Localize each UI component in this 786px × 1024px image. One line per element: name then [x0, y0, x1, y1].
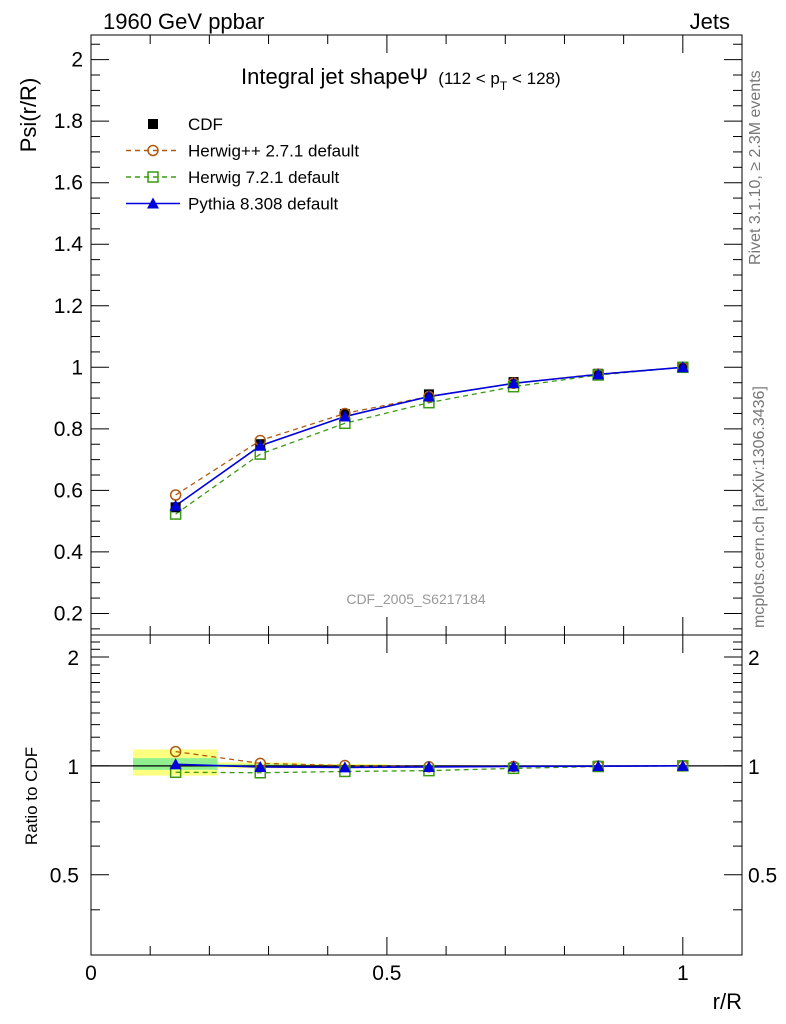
data-point	[169, 758, 182, 770]
data-point	[169, 499, 182, 511]
header-left-title: 1960 GeV ppbar	[103, 9, 264, 34]
data-point	[507, 760, 520, 772]
x-tick-label: 0.5	[372, 962, 401, 985]
legend-label: Pythia 8.308 default	[188, 195, 339, 214]
main-y-tick-label: 0.6	[54, 479, 83, 502]
legend-marker	[147, 171, 159, 183]
data-point	[254, 439, 267, 451]
data-point	[676, 361, 689, 373]
main-y-tick-label: 1.6	[54, 172, 83, 195]
ratio-y-axis-label: Ratio to CDF	[22, 747, 41, 845]
main-series-group	[169, 361, 689, 520]
data-point	[592, 760, 605, 772]
data-point	[338, 410, 351, 422]
ratio-y-tick-label: 2	[67, 647, 79, 670]
legend-label: CDF	[188, 115, 223, 134]
legend: CDF Herwig++ 2.7.1 default Herwig 7.2.1 de…	[126, 115, 359, 214]
legend-marker	[147, 197, 159, 209]
main-y-tick-label: 1.2	[54, 295, 83, 318]
legend-label: Herwig 7.2.1 default	[188, 168, 339, 187]
x-axis-label: r/R	[713, 989, 742, 1014]
main-y-ticks: 0.2 0.4 0.6 0.8 1 1.2 1.4 1.6 1.8 2	[54, 35, 743, 635]
data-point	[338, 761, 351, 773]
series-line	[175, 366, 683, 507]
ratio-y-tick-label-right: 0.5	[748, 865, 777, 888]
ratio-y-tick-label: 0.5	[50, 865, 79, 888]
legend-label: Herwig++ 2.7.1 default	[188, 142, 359, 161]
main-y-tick-label: 0.4	[54, 541, 84, 564]
main-y-tick-label: 2	[71, 49, 83, 72]
ratio-ticks: 0.5 0.5 1 1 2 2 0 0.5 1	[50, 635, 777, 985]
main-y-tick-label: 1.4	[54, 233, 84, 256]
data-point	[254, 760, 267, 772]
title-cut-lo: (112 < p	[438, 69, 500, 88]
ratio-plot-frame	[90, 634, 743, 956]
ratio-series-group	[169, 745, 689, 779]
data-point	[422, 760, 435, 772]
legend-marker	[148, 119, 158, 129]
main-y-tick-label: 1	[71, 356, 83, 379]
main-plot-title-text: Integral jet shapeΨ	[241, 64, 428, 89]
main-y-tick-label: 1.8	[54, 110, 83, 133]
main-panel: 0.2 0.4 0.6 0.8 1 1.2 1.4 1.6 1.8 2 Psi(r/R) Inte…	[16, 34, 743, 636]
header-right-title: Jets	[690, 9, 730, 34]
analysis-watermark: CDF_2005_S6217184	[346, 591, 486, 607]
title-cut-sub: T	[500, 79, 508, 93]
data-point	[169, 745, 182, 758]
title-cut-hi: < 128)	[507, 69, 560, 88]
main-plot-title-cut: (112 < pT < 128)	[438, 69, 560, 93]
x-tick-label: 0	[85, 962, 97, 985]
main-y-tick-label: 0.2	[54, 602, 83, 625]
main-plot-title: Integral jet shapeΨ (112 < pT < 128)	[241, 64, 561, 93]
ratio-panel: 0.5 0.5 1 1 2 2 0 0.5 1 Ratio to CDF r/R	[22, 634, 777, 1014]
ratio-y-tick-label-right: 2	[748, 647, 760, 670]
data-point	[422, 390, 435, 402]
series-line	[175, 366, 683, 496]
series-line	[175, 366, 683, 515]
ratio-y-tick-label-right: 1	[748, 756, 760, 779]
rivet-label: Rivet 3.1.10, ≥ 2.3M events	[747, 70, 764, 265]
mcplots-label: mcplots.cern.ch [arXiv:1306.3436]	[751, 386, 768, 628]
data-point	[592, 368, 605, 380]
data-point	[507, 377, 520, 389]
main-y-tick-label: 0.8	[54, 418, 83, 441]
legend-marker	[147, 144, 159, 157]
x-tick-label: 1	[677, 962, 689, 985]
main-y-axis-label: Psi(r/R)	[16, 78, 41, 153]
data-point	[676, 759, 689, 771]
ratio-y-tick-label: 1	[67, 756, 79, 779]
